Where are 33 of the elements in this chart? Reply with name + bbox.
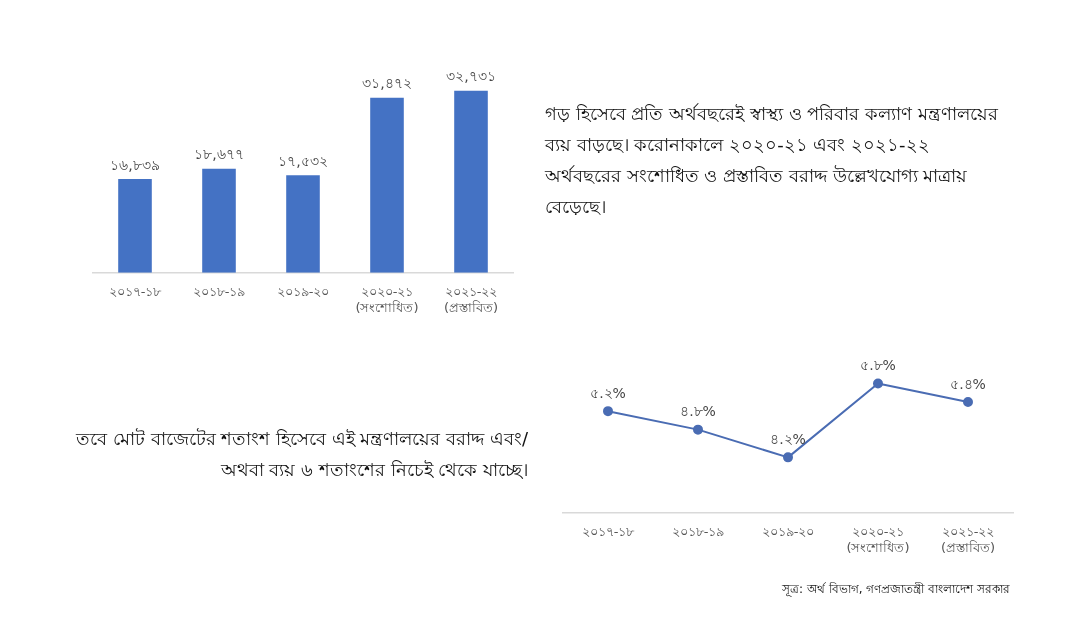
x-tick-label: ২০২১-২২ (প্রস্তাবিত) bbox=[940, 523, 996, 555]
data-label: ৪.৮% bbox=[680, 403, 716, 420]
data-label: ৫.২% bbox=[590, 384, 626, 401]
data-label: ৫.৮% bbox=[860, 357, 896, 374]
x-tick-label: ২০১৯-২০ bbox=[276, 283, 330, 299]
text: সূত্র: অর্থ বিভাগ, গণপ্রজাতন্ত্রী বাংলাদেশ সরকার bbox=[782, 581, 1010, 598]
x-tick-label: ২০১৯-২০ bbox=[761, 523, 815, 539]
x-tick-label: ২০২০-২১ (সংশোধিত) bbox=[355, 283, 419, 315]
data-label: ১৮,৬৭৭ bbox=[194, 146, 244, 163]
bar bbox=[202, 168, 236, 273]
bar bbox=[370, 97, 404, 273]
x-tick-label: ২০১৮-১৯ bbox=[671, 523, 725, 539]
x-tick-label: ২০১৭-১৮ bbox=[108, 283, 163, 299]
data-label: ১৭,৫৩২ bbox=[278, 152, 328, 169]
bar bbox=[118, 179, 152, 273]
data-label: ১৬,৮৩৯ bbox=[110, 156, 160, 173]
data-label: ৩১,৪৭২ bbox=[362, 75, 412, 92]
text: তবে মোট বাজেটের শতাংশ হিসেবে এই মন্ত্রণালয়ের বরাদ্দ এবং/অথবা ব্যয় ৬ শতাংশের নিচেই থেকে যাচ্ছে। bbox=[74, 427, 528, 482]
x-tick-label: ২০২০-২১ (সংশোধিত) bbox=[846, 523, 910, 555]
data-label: ৪.২% bbox=[770, 431, 806, 447]
bar bbox=[286, 175, 320, 273]
point bbox=[603, 406, 613, 417]
text: গড় হিসেবে প্রতি অর্থবছরেই স্বাস্থ্য ও পরিবার কল্যাণ মন্ত্রণালয়ের ব্যয় বাড়ছে। করোনাকালে ২০২০-২১ এবং ২০২১-২২ অর্থবছরের সংশোধিত ও প্রস্তাবিত বরাদ্দ উল্লেখযোগ্য মাত্রায় বেড়েছে। bbox=[545, 102, 999, 219]
x-tick-label: ২০১৮-১৯ bbox=[192, 283, 246, 299]
point bbox=[693, 424, 703, 435]
point bbox=[963, 396, 973, 407]
x-tick-label: ২০১৭-১৮ bbox=[581, 523, 636, 539]
data-label: ৩২,৭৩১ bbox=[446, 68, 496, 85]
data-label: ৫.৪% bbox=[950, 375, 986, 392]
bar bbox=[454, 90, 488, 273]
point bbox=[783, 452, 793, 463]
x-tick-label: ২০২১-২২ (প্রস্তাবিত) bbox=[443, 283, 499, 315]
point bbox=[873, 378, 883, 389]
